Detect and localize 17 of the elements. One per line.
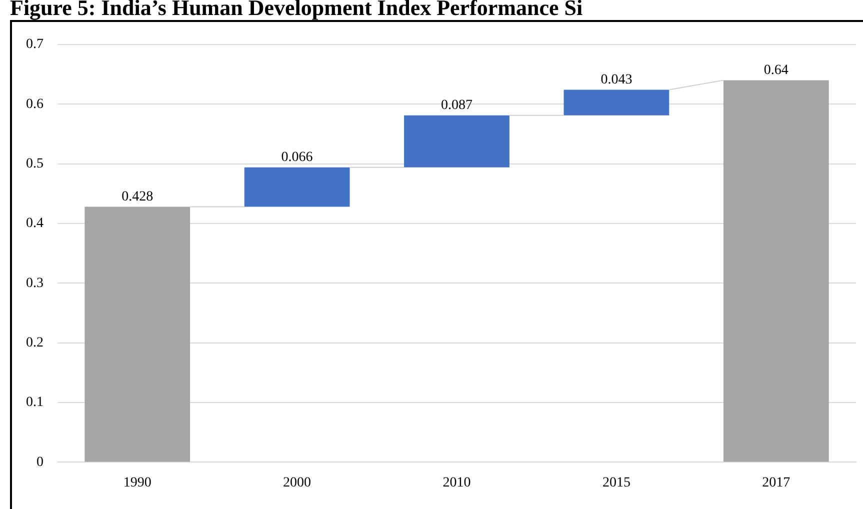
y-tick-label: 0.6 — [26, 96, 44, 112]
bar — [84, 206, 190, 462]
x-tick-label: 2010 — [442, 475, 471, 490]
bar — [723, 80, 829, 462]
y-tick-label: 0.1 — [26, 395, 44, 410]
y-tick-label: 0.5 — [26, 156, 44, 172]
data-label: 0.64 — [764, 62, 788, 78]
data-label: 0.428 — [122, 189, 154, 204]
x-tick-label: 2000 — [283, 475, 312, 490]
y-tick-label: 0.2 — [26, 336, 44, 350]
x-tick-label: 2015 — [602, 475, 630, 490]
y-tick-label: 0.3 — [26, 276, 44, 291]
y-tick-label: 0 — [36, 454, 44, 470]
x-tick-label: 1990 — [123, 475, 152, 490]
y-tick-label: 0.7 — [26, 37, 44, 52]
x-tick-label: 2017 — [762, 475, 790, 490]
y-tick-label: 0.4 — [26, 216, 44, 232]
